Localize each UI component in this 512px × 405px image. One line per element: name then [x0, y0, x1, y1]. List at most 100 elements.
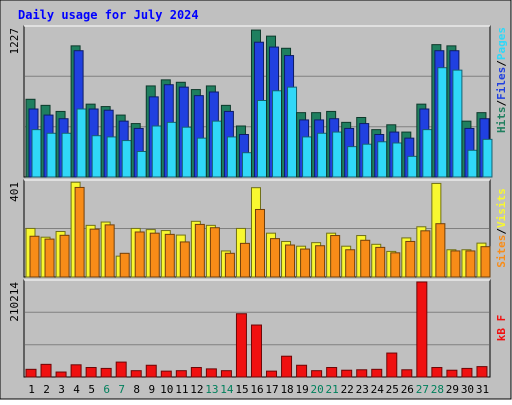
bar-kb-f-day-19: [296, 364, 308, 378]
bar-kb-f-day-8: [130, 370, 142, 378]
bar-pages-day-20: [317, 132, 328, 178]
bar-sites-day-16: [254, 208, 265, 278]
bar-pages-day-28: [437, 67, 448, 178]
x-tick-label-day-30: 30: [461, 383, 474, 396]
bar-pages-day-7: [121, 140, 132, 178]
x-tick-label-day-24: 24: [371, 383, 385, 396]
bar-sites-day-8: [134, 231, 145, 278]
bar-sites-day-10: [164, 233, 175, 278]
bar-sites-day-18: [285, 244, 296, 278]
bar-kb-f-day-22: [341, 369, 353, 378]
bar-kb-f-day-28: [431, 367, 443, 378]
bar-pages-day-19: [302, 136, 313, 178]
x-tick-label-day-28: 28: [431, 383, 444, 396]
x-tick-label-day-22: 22: [341, 383, 354, 396]
x-tick-label-day-21: 21: [326, 383, 339, 396]
legend-visits-sites: Sites/Visits: [495, 188, 508, 268]
y-max-label-pages-files-hits: 1227: [8, 28, 21, 55]
x-tick-label-day-2: 2: [43, 383, 50, 396]
bar-kb-f-day-15: [235, 313, 247, 378]
bar-kb-f-day-1: [25, 368, 37, 378]
bar-kb-f-day-17: [266, 370, 278, 378]
legend-separator: /: [495, 228, 508, 235]
x-tick-label-day-10: 10: [160, 383, 173, 396]
bar-sites-day-30: [465, 250, 476, 278]
bar-pages-day-8: [136, 150, 147, 178]
x-tick-label-day-20: 20: [311, 383, 324, 396]
bar-pages-day-6: [106, 136, 117, 178]
panel-pages-files-hits: 1227 Hits/Files/Pages: [8, 25, 508, 178]
bar-kb-f-day-14: [220, 370, 232, 378]
bar-kb-f-day-18: [281, 355, 293, 378]
bar-sites-day-11: [179, 241, 190, 278]
legend-entry-kb-f: kB F: [495, 315, 508, 342]
bar-pages-day-10: [166, 121, 177, 178]
bar-pages-day-30: [467, 149, 478, 178]
bar-pages-day-1: [31, 129, 42, 178]
x-tick-label-day-9: 9: [148, 383, 155, 396]
bar-kb-f-day-25: [386, 352, 398, 378]
bar-pages-day-25: [392, 142, 403, 178]
x-tick-label-day-19: 19: [295, 383, 308, 396]
bar-kb-f-day-6: [100, 367, 112, 378]
bar-kb-f-day-24: [371, 368, 383, 378]
bar-sites-day-17: [270, 238, 281, 278]
bar-pages-day-3: [61, 132, 72, 178]
bar-kb-f-day-26: [401, 369, 413, 378]
legend-kbytes: kB F: [495, 315, 508, 342]
bar-sites-day-5: [89, 228, 100, 278]
bar-sites-day-14: [224, 252, 235, 278]
bar-pages-day-2: [46, 132, 57, 178]
x-tick-label-day-13: 13: [205, 383, 218, 396]
bar-pages-day-9: [151, 125, 162, 178]
bar-kb-f-day-12: [190, 367, 202, 378]
bar-sites-day-26: [405, 240, 416, 278]
x-tick-label-day-16: 16: [250, 383, 263, 396]
bar-sites-day-22: [345, 249, 356, 278]
y-max-label-visits-sites: 401: [8, 182, 21, 202]
x-tick-label-day-14: 14: [220, 383, 234, 396]
bar-pages-day-17: [272, 90, 283, 178]
legend-text-kbytes: kB F: [495, 315, 508, 342]
bar-pages-day-27: [422, 129, 433, 178]
bar-sites-day-27: [420, 230, 431, 278]
bar-kb-f-day-10: [160, 370, 172, 378]
bar-sites-day-6: [104, 224, 115, 278]
x-axis-labels: 1 2 3 4 5 6 7 8 9 10 11 12 13 14 15 16 17 18 19 20 21 22 23 24 2…: [28, 383, 489, 396]
x-tick-label-day-3: 3: [58, 383, 65, 396]
x-tick-label-day-5: 5: [88, 383, 95, 396]
bar-sites-day-28: [435, 223, 446, 278]
legend-pages-files-hits: Hits/Files/Pages: [495, 27, 508, 133]
panel-visits-sites: 401 Sites/Visits: [8, 179, 508, 278]
x-tick-label-day-7: 7: [118, 383, 125, 396]
bar-kb-f-day-13: [205, 368, 217, 378]
bar-kb-f-day-31: [476, 366, 488, 378]
bar-pages-day-18: [287, 86, 298, 178]
legend-entry-hits: Hits: [495, 107, 508, 134]
bar-kb-f-day-27: [416, 281, 428, 378]
bar-pages-day-15: [241, 152, 252, 178]
bar-kb-f-day-30: [461, 367, 473, 378]
bar-kb-f-day-21: [326, 367, 338, 378]
bar-pages-day-29: [452, 69, 463, 178]
bar-sites-day-2: [44, 238, 55, 278]
bar-sites-day-15: [239, 242, 250, 278]
x-tick-label-day-25: 25: [386, 383, 399, 396]
panel-kbytes: 210214 kB F: [8, 279, 508, 378]
bar-sites-day-23: [360, 239, 371, 278]
x-tick-label-day-6: 6: [103, 383, 110, 396]
bar-kb-f-day-23: [356, 369, 368, 378]
legend-text-pages-files-hits: Hits/Files/Pages: [495, 27, 508, 133]
bar-kb-f-day-16: [250, 324, 262, 378]
legend-entry-visits: Visits: [495, 188, 508, 228]
bar-sites-day-24: [375, 246, 386, 278]
bar-sites-day-12: [194, 223, 205, 278]
chart-title: Daily usage for July 2024: [18, 8, 199, 22]
x-tick-label-day-26: 26: [401, 383, 414, 396]
bar-pages-day-31: [482, 138, 493, 178]
x-tick-label-day-4: 4: [73, 383, 80, 396]
bar-kb-f-day-5: [85, 367, 97, 378]
bar-pages-day-13: [211, 120, 222, 178]
bar-pages-day-14: [226, 136, 237, 178]
bar-sites-day-19: [300, 248, 311, 278]
